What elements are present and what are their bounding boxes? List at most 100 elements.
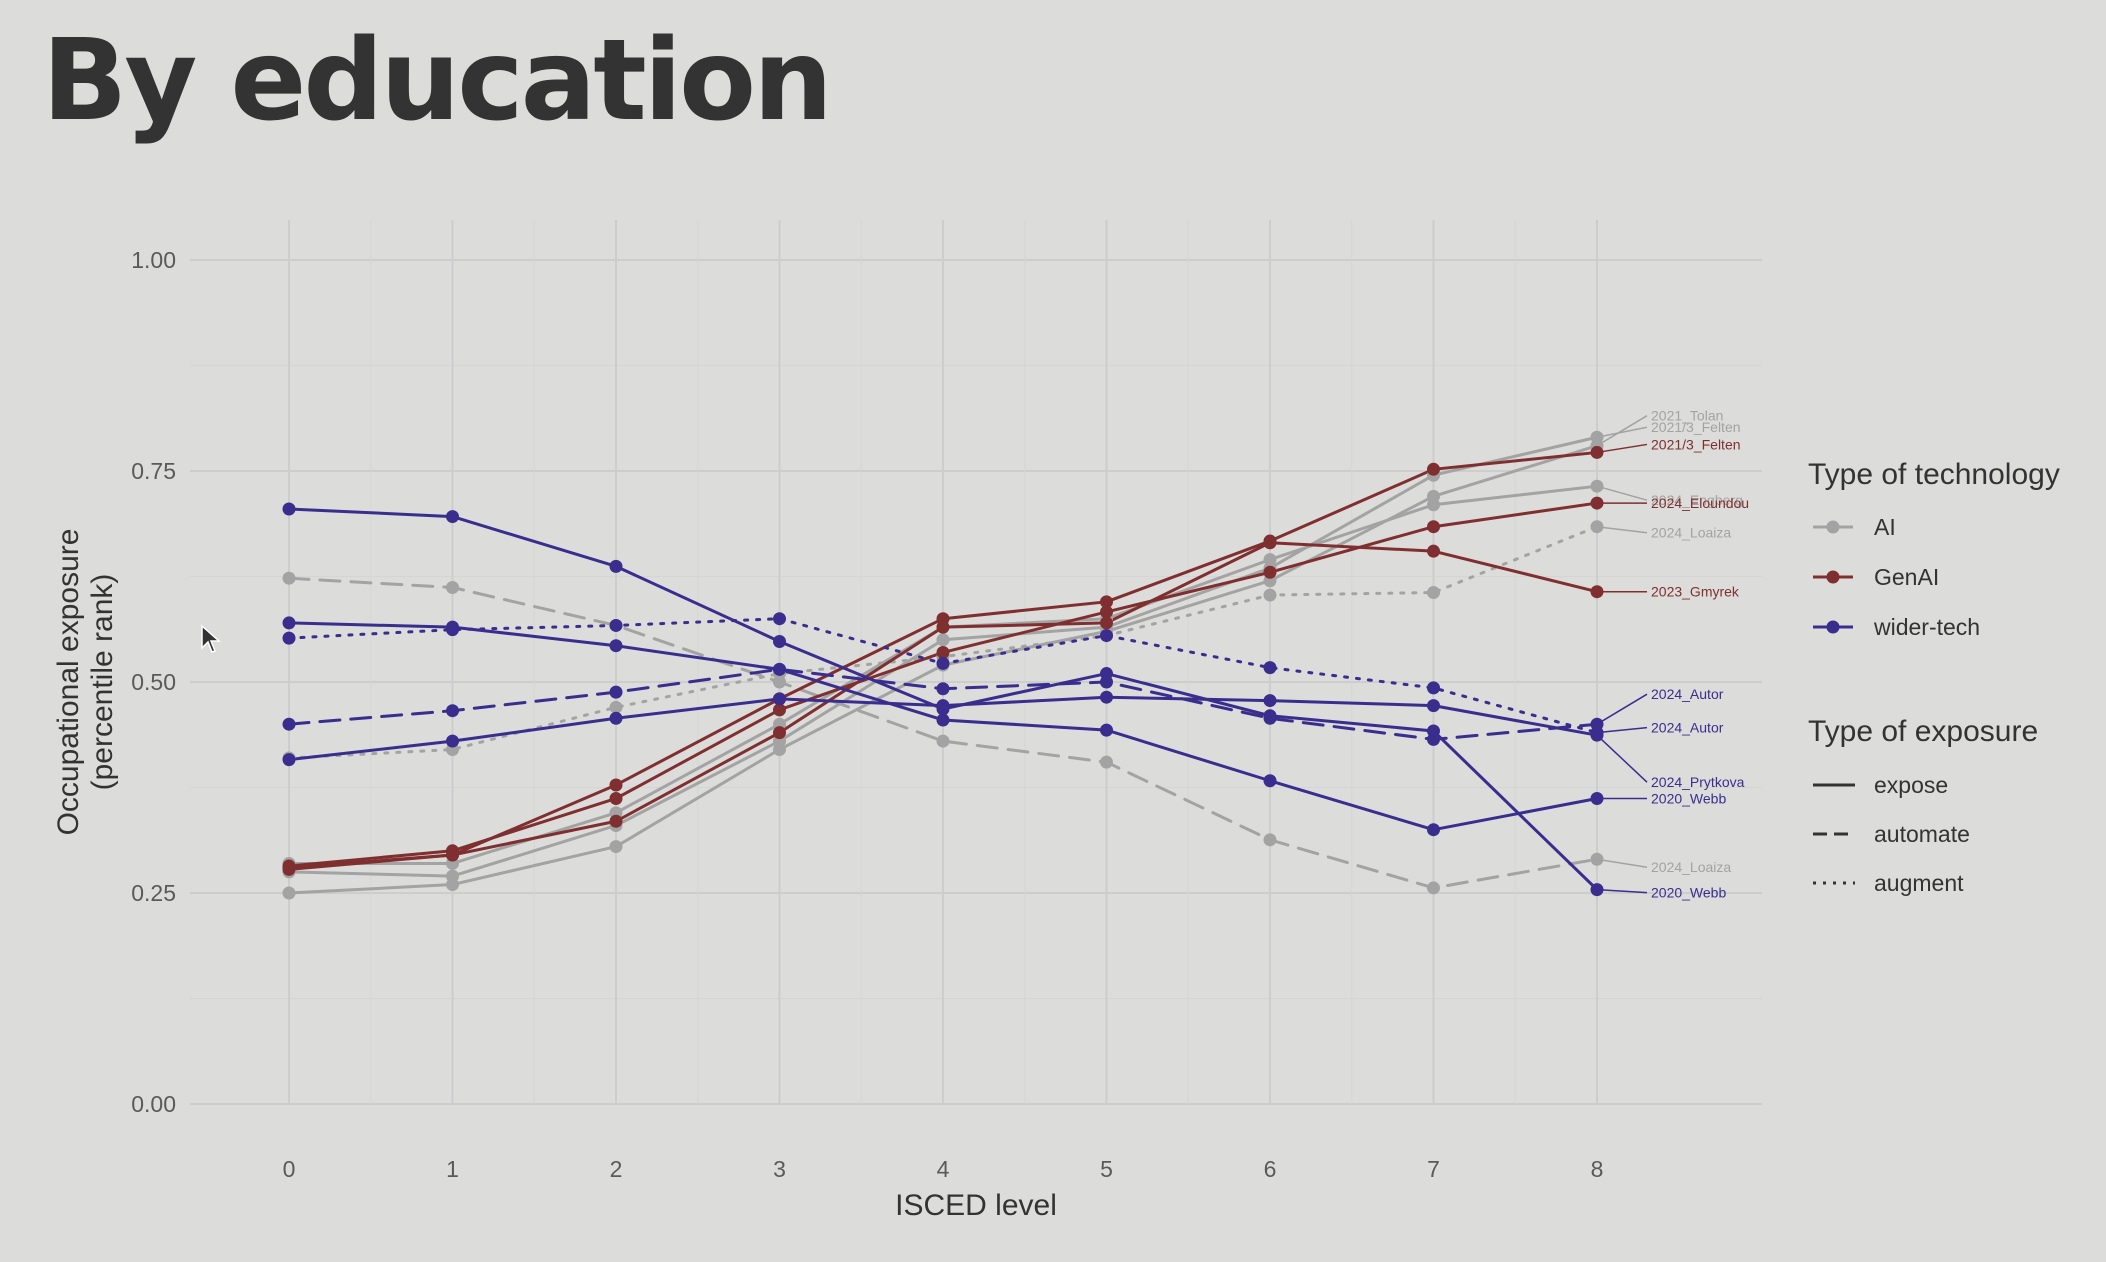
- data-point: [282, 616, 296, 630]
- series-end-label: 2020_Webb: [1651, 885, 1726, 901]
- data-point: [282, 886, 296, 900]
- data-point: [282, 502, 296, 516]
- y-axis-title-line: Occupational exposure: [52, 529, 85, 836]
- data-point: [609, 700, 623, 714]
- series-end-label: 2021/3_Felten: [1651, 419, 1741, 435]
- data-points: [282, 430, 1604, 900]
- x-tick-label: 2: [610, 1156, 623, 1182]
- data-point: [1427, 881, 1440, 895]
- x-axis-title: ISCED level: [895, 1189, 1057, 1222]
- data-point: [1100, 616, 1113, 630]
- data-point: [609, 711, 623, 725]
- series-end-label: 2024_Loaiza: [1651, 525, 1731, 541]
- data-point: [609, 791, 623, 805]
- y-tick-label: 1.00: [131, 247, 176, 273]
- legend-technology-dot: [1826, 620, 1840, 634]
- data-point: [773, 612, 786, 626]
- y-axis-title-line: (percentile rank): [86, 574, 119, 791]
- data-point: [609, 840, 623, 854]
- legend: Type of technology AI GenAI wider-tech Type …: [1808, 458, 2060, 896]
- series-end-label: 2023_Gmyrek: [1651, 584, 1740, 600]
- data-point: [1427, 823, 1440, 837]
- data-point: [1100, 629, 1113, 643]
- data-point: [446, 580, 459, 594]
- legend-technology-title: Type of technology: [1808, 458, 2060, 491]
- series-label-leader: [1596, 888, 1648, 894]
- legend-exposure-label: augment: [1874, 870, 1964, 896]
- data-point: [1427, 520, 1440, 534]
- series-end-label: 2024_Loaiza: [1651, 859, 1731, 875]
- series-end-label: 2021_Tolan: [1651, 408, 1723, 424]
- series-label-leader: [1596, 415, 1648, 447]
- series-end-label: 2024_Autor: [1651, 720, 1724, 736]
- data-point: [446, 510, 459, 524]
- data-point: [936, 656, 950, 670]
- series-end-label: 2024_Autor: [1651, 686, 1724, 702]
- y-tick-label: 0.50: [131, 669, 176, 695]
- series-end-label: 2024_Engberg: [1651, 492, 1743, 508]
- data-point: [1100, 723, 1113, 737]
- x-tick-label: 1: [446, 1156, 459, 1182]
- y-tick-label: 0.25: [131, 880, 176, 906]
- data-point: [1263, 833, 1277, 847]
- data-point: [282, 571, 296, 585]
- data-point: [446, 704, 459, 718]
- data-point: [609, 559, 623, 573]
- legend-technology-label: wider-tech: [1873, 614, 1980, 640]
- series-label-leader: [1596, 443, 1648, 454]
- data-point: [1263, 536, 1277, 550]
- data-point: [936, 734, 950, 748]
- data-point: [282, 631, 296, 645]
- series-label-leader: [1596, 726, 1648, 734]
- x-tick-label: 7: [1427, 1156, 1440, 1182]
- data-point: [1427, 681, 1440, 695]
- data-point: [1100, 667, 1113, 681]
- data-point: [773, 692, 786, 706]
- series-label-leader: [1596, 525, 1648, 534]
- y-axis-title: Occupational exposure(percentile rank): [52, 529, 119, 836]
- data-point: [1427, 699, 1440, 713]
- grid: [190, 220, 1762, 1105]
- x-tick-label: 5: [1100, 1156, 1113, 1182]
- data-point: [1263, 694, 1277, 708]
- data-point: [936, 645, 950, 659]
- data-point: [1100, 605, 1113, 619]
- series-end-label: 2020_Webb: [1651, 790, 1726, 806]
- data-point: [1427, 462, 1440, 476]
- data-point: [1427, 544, 1440, 558]
- data-point: [1263, 588, 1277, 602]
- data-point: [1263, 565, 1277, 579]
- data-point: [936, 633, 950, 647]
- data-point: [1427, 498, 1440, 512]
- data-point: [1263, 709, 1277, 723]
- data-point: [773, 726, 786, 740]
- data-point: [1263, 774, 1277, 788]
- data-point: [773, 634, 786, 648]
- data-point: [282, 862, 296, 876]
- data-point: [446, 869, 459, 883]
- data-point: [773, 675, 786, 689]
- data-point: [936, 702, 950, 716]
- legend-technology-label: GenAI: [1874, 564, 1939, 590]
- data-point: [773, 703, 786, 717]
- series-label-leader: [1596, 858, 1648, 868]
- x-tick-label: 4: [937, 1156, 950, 1182]
- data-point: [609, 618, 623, 632]
- data-point: [773, 662, 786, 676]
- data-point: [1100, 755, 1113, 769]
- x-tick-label: 3: [773, 1156, 786, 1182]
- data-point: [936, 682, 950, 696]
- data-point: [1100, 595, 1113, 609]
- y-tick-label: 0.00: [131, 1091, 176, 1117]
- data-point: [609, 814, 623, 828]
- data-point: [936, 713, 950, 727]
- mouse-pointer-icon: [201, 624, 221, 653]
- axes: 0.00 0.25 0.50 0.75 1.00 0 1 2 3 4 5 6 7 8 ISCED level…: [52, 247, 1603, 1222]
- legend-exposure-label: expose: [1874, 772, 1948, 798]
- data-point: [936, 620, 950, 634]
- series-end-label: 2021/3_Felten: [1651, 436, 1741, 452]
- series-end-label: 2024_Eloundou: [1651, 495, 1749, 511]
- data-point: [282, 717, 296, 731]
- x-tick-label: 0: [283, 1156, 296, 1182]
